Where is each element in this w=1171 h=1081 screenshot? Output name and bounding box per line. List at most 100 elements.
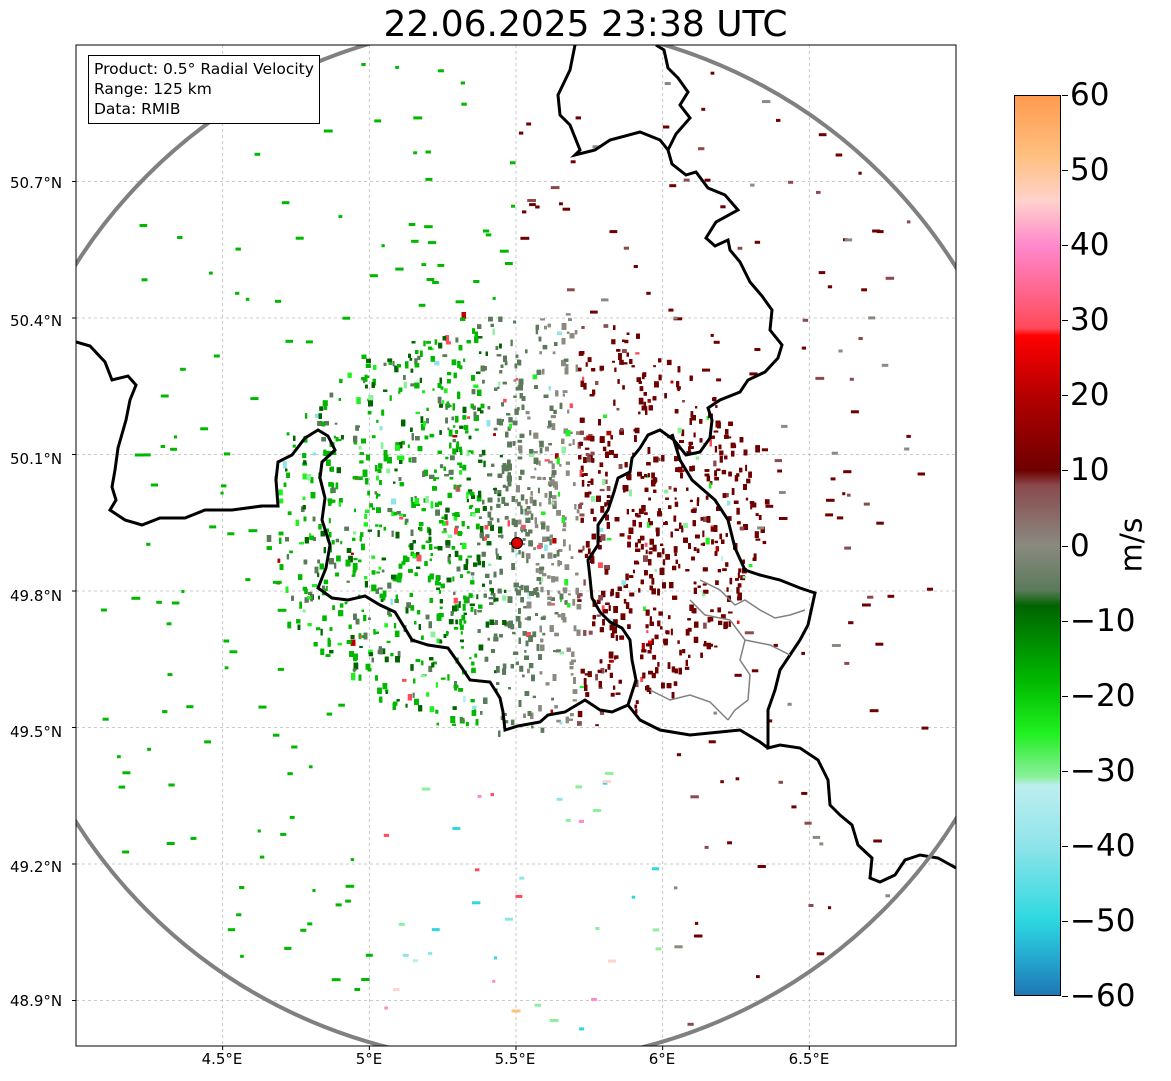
echo-bin (493, 427, 498, 431)
echo-bin (672, 595, 678, 600)
echo-bin (596, 599, 601, 604)
echo-bin (470, 492, 475, 496)
echo-bin (571, 659, 576, 663)
echo-bin (428, 621, 432, 629)
echo-bin (684, 666, 690, 670)
echo-bin (558, 549, 563, 552)
echo-bin (653, 489, 657, 493)
echo-bin (533, 587, 538, 594)
echo-bin (459, 465, 463, 468)
echo-bin (734, 475, 739, 482)
echo-bin (383, 450, 388, 456)
echo-bin (648, 497, 651, 501)
echo-bin (580, 380, 584, 387)
echo-bin (302, 453, 307, 458)
echo-bin (590, 451, 595, 456)
echo-bin (520, 508, 524, 515)
echo-bin (699, 438, 703, 443)
echo-bin (590, 478, 594, 485)
echo-bin (334, 562, 337, 569)
echo-bin (303, 559, 308, 565)
echo-bin (463, 695, 466, 703)
echo-bin (527, 711, 532, 716)
echo-bin (510, 719, 515, 726)
echo-bin (524, 508, 527, 512)
echo-bin (303, 460, 307, 465)
echo-bin (755, 445, 760, 453)
echo-bin (471, 576, 474, 583)
echo-bin (377, 469, 382, 473)
echo-bin (321, 437, 326, 442)
echo-bin (542, 368, 545, 375)
echo-bin (653, 456, 659, 463)
echo-bin (467, 416, 470, 419)
echo-bin (333, 435, 336, 439)
echo-bin (362, 469, 368, 477)
echo-bin (535, 613, 538, 616)
echo-bin (377, 687, 382, 694)
echo-bin (460, 631, 463, 635)
echo-bin (665, 521, 668, 525)
echo-bin (725, 533, 728, 537)
echo-bin (638, 508, 644, 514)
echo-bin (445, 540, 451, 546)
echo-bin (365, 478, 369, 485)
echo-bin (572, 689, 578, 694)
echo-bin (410, 368, 414, 373)
echo-bin (588, 491, 592, 495)
echo-bin (452, 435, 458, 438)
echo-bin (320, 530, 325, 537)
echo-bin (636, 377, 641, 382)
echo-bin (266, 535, 272, 542)
echo-bin (480, 525, 484, 533)
echo-bin (501, 534, 504, 539)
echo-bin (442, 336, 447, 341)
echo-bin (517, 501, 521, 507)
echo-bin (574, 504, 577, 510)
echo-bin (551, 563, 554, 566)
echo-bin (520, 494, 525, 501)
echo-bin (375, 675, 378, 681)
echo-bin (436, 638, 440, 644)
echo-bin (465, 430, 469, 434)
echo-bin (678, 563, 681, 569)
echo-bin (474, 706, 477, 713)
echo-bin (411, 501, 416, 508)
echo-bin (485, 621, 490, 628)
echo-bin (550, 597, 555, 601)
echo-bin (337, 642, 343, 646)
echo-bin (564, 564, 570, 570)
echo-bin (525, 553, 531, 559)
echo-bin (648, 405, 653, 411)
echo-bin (644, 542, 648, 547)
echo-bin (443, 388, 448, 394)
echo-bin (703, 516, 708, 522)
echo-bin (437, 450, 442, 454)
echo-bin (417, 446, 423, 452)
echo-bin (478, 490, 482, 498)
echo-bin (497, 497, 500, 503)
echo-bin (390, 652, 394, 657)
echo-bin (618, 679, 622, 684)
echo-bin (391, 530, 394, 537)
echo-bin (514, 532, 517, 539)
echo-bin (387, 457, 392, 464)
echo-bin (666, 683, 672, 689)
echo-bin (552, 538, 557, 544)
echo-bin (576, 629, 581, 636)
echo-bin (622, 362, 628, 365)
echo-bin (748, 564, 753, 568)
echo-bin (434, 361, 440, 366)
echo-bin (635, 709, 638, 714)
echo-bin (644, 512, 648, 515)
echo-bin (643, 555, 648, 562)
echo-bin (410, 529, 414, 536)
echo-bin (278, 498, 284, 504)
echo-bin (762, 540, 767, 545)
echo-bin (693, 581, 697, 585)
echo-bin (466, 491, 469, 499)
echo-bin (352, 476, 358, 480)
echo-bin (549, 484, 552, 487)
echo-bin (405, 361, 409, 369)
echo-bin (753, 553, 757, 560)
